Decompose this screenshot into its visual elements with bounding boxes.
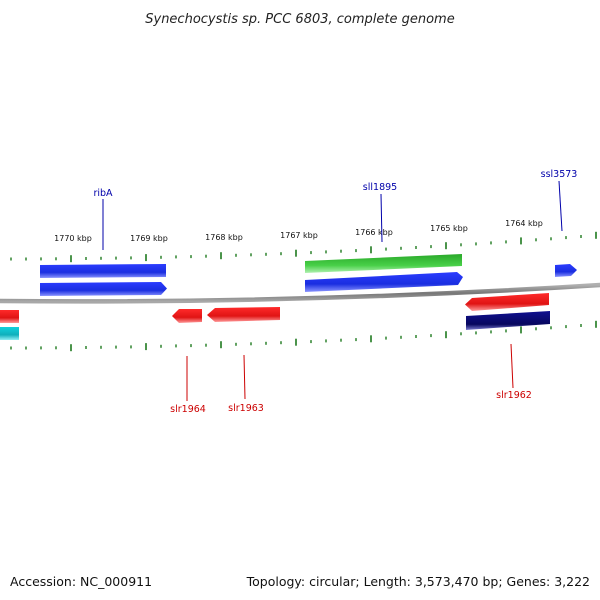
leader-line-slr1963 [243,354,246,400]
gene-label-ribA[interactable]: ribA [93,188,113,199]
genome-backbone [0,282,600,304]
gene-feature-ribA-upper [40,264,166,278]
gene-feature-ribA [40,282,167,296]
gene-labels: ribA sll1895 ssl3573 slr1964 slr1963 slr… [93,169,577,415]
genome-summary-text: Topology: circular; Length: 3,573,470 bp… [246,574,590,589]
scale-label-1765-kbp: 1765 kbp [430,224,468,233]
leader-line-slr1962 [510,343,514,389]
scale-label-1767-kbp: 1767 kbp [280,231,318,240]
scale-label-1764-kbp: 1764 kbp [505,219,543,228]
gene-feature-left-red [0,310,19,323]
gene-feature-slr1962-navy [466,311,550,330]
leader-line-sll1895 [380,193,383,243]
scale-label-1766-kbp: 1766 kbp [355,228,393,237]
leader-line-ssl3573 [558,180,563,232]
gene-label-lines [102,180,563,401]
gene-label-slr1963[interactable]: slr1963 [228,403,264,414]
scale-labels: 1770 kbp 1769 kbp 1768 kbp 1767 kbp 1766… [54,219,543,243]
accession-text: Accession: NC_000911 [10,574,152,589]
gene-feature-sll1895 [305,272,463,292]
gene-feature-slr1964 [172,309,202,323]
gene-feature-slr1962 [465,293,549,311]
gene-label-sll1895[interactable]: sll1895 [363,182,397,193]
gene-label-ssl3573[interactable]: ssl3573 [541,169,578,180]
scale-label-1768-kbp: 1768 kbp [205,233,243,242]
gene-feature-slr1963 [207,307,280,322]
scale-ticks-outer [10,231,597,263]
reverse-strand-genes [0,293,550,340]
forward-strand-genes [40,254,577,296]
gene-feature-sll1895-green [305,254,462,273]
gene-feature-ssl3573 [555,264,577,277]
scale-label-1770-kbp: 1770 kbp [54,234,92,243]
gene-label-slr1962[interactable]: slr1962 [496,390,532,401]
gene-label-slr1964[interactable]: slr1964 [170,404,206,415]
map-title: Synechocystis sp. PCC 6803, complete gen… [145,12,454,27]
scale-ticks-inner [10,320,597,352]
gene-feature-left-cyan [0,327,19,340]
scale-label-1769-kbp: 1769 kbp [130,234,168,243]
